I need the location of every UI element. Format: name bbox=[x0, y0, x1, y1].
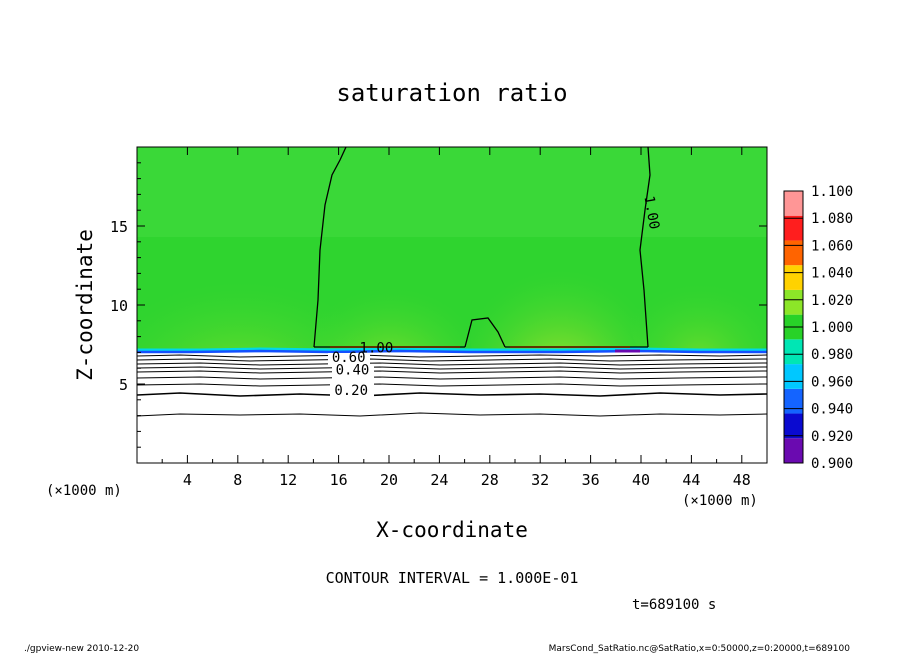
y-axis-label: Z-coordinate bbox=[73, 229, 97, 381]
y-tick-label-0: 5 bbox=[119, 376, 128, 394]
colorbar-label-6: 1.020 bbox=[811, 293, 853, 309]
x-tick-label-10: 44 bbox=[682, 471, 700, 489]
contour-0.20 bbox=[137, 392, 767, 397]
colorbar-swatch-0 bbox=[784, 438, 803, 463]
cyan-boundary bbox=[137, 347, 767, 352]
colorbar-swatch-6 bbox=[784, 289, 803, 315]
x-tick-label-6: 28 bbox=[481, 471, 499, 489]
colorbar-label-3: 0.960 bbox=[811, 374, 853, 390]
contour-label-1: 1.00 bbox=[360, 340, 394, 356]
y-axis: 5 10 15 bbox=[110, 162, 767, 448]
x-tick-label-3: 16 bbox=[330, 471, 348, 489]
x-tick-label-5: 24 bbox=[430, 471, 448, 489]
colorbar-label-7: 1.040 bbox=[811, 266, 853, 282]
footer-left: ./gpview-new 2010-12-20 bbox=[24, 644, 139, 654]
x-tick-label-7: 32 bbox=[531, 471, 549, 489]
contour-label-3: 0.40 bbox=[336, 363, 370, 379]
contour-1.00-right-column bbox=[639, 147, 651, 348]
y-tick-label-1: 10 bbox=[110, 297, 128, 315]
time-label: t=689100 s bbox=[632, 597, 716, 613]
contour-0.40 bbox=[137, 376, 767, 380]
x-tick-label-8: 36 bbox=[582, 471, 600, 489]
colorbar-swatch-10 bbox=[784, 191, 803, 216]
chart-title: saturation ratio bbox=[336, 79, 567, 107]
colorbar-label-9: 1.080 bbox=[811, 211, 853, 227]
contour-1.00-plume bbox=[464, 317, 506, 348]
x-unit-right: (×1000 m) bbox=[682, 493, 758, 509]
contour-0.80 bbox=[137, 358, 767, 362]
colorbar-swatch-2 bbox=[784, 388, 803, 414]
colorbar-swatch-1 bbox=[784, 413, 803, 439]
contour-label-2: 0.60 bbox=[332, 350, 366, 366]
contour-0.60 bbox=[137, 366, 767, 370]
contour-0.90 bbox=[137, 354, 767, 358]
colorbar-swatch-3 bbox=[784, 364, 803, 389]
plot-area bbox=[137, 147, 767, 463]
footer-right: MarsCond_SatRatio.nc@SatRatio,x=0:50000,… bbox=[549, 644, 851, 654]
x-tick-label-11: 48 bbox=[733, 471, 751, 489]
colorbar-swatch-8 bbox=[784, 240, 803, 266]
contour-interval: CONTOUR INTERVAL = 1.000E-01 bbox=[326, 569, 579, 587]
subsaturated-region bbox=[137, 352, 767, 463]
colorbar-label-4: 0.980 bbox=[811, 347, 853, 363]
contour-0.10 bbox=[137, 412, 767, 417]
x-tick-label-2: 12 bbox=[279, 471, 297, 489]
colorbar-label-0: 0.900 bbox=[811, 456, 853, 472]
x-tick-label-4: 20 bbox=[380, 471, 398, 489]
colorbar-label-1: 0.920 bbox=[811, 429, 853, 445]
x-tick-label-1: 8 bbox=[233, 471, 242, 489]
colorbar-label-10: 1.100 bbox=[811, 184, 853, 200]
contour-label-0: 1.00 bbox=[640, 195, 662, 231]
x-axis-label: X-coordinate bbox=[376, 518, 528, 542]
colorbar-swatch-4 bbox=[784, 339, 803, 365]
x-unit-left: (×1000 m) bbox=[46, 483, 122, 499]
x-tick-label-9: 40 bbox=[632, 471, 650, 489]
y-tick-label-2: 15 bbox=[110, 218, 128, 236]
colorbar-swatch-7 bbox=[784, 265, 803, 290]
contour-0.30 bbox=[137, 383, 767, 387]
colorbar-label-2: 0.940 bbox=[811, 402, 853, 418]
colorbar-swatch-9 bbox=[784, 215, 803, 241]
contour-label-4: 0.20 bbox=[334, 383, 368, 399]
contour-labels: 1.001.000.600.400.20 bbox=[332, 195, 662, 399]
contour-0.50 bbox=[137, 370, 767, 374]
contour-1.00-left-column bbox=[313, 147, 347, 348]
colorbar: 0.900 0.920 0.940 0.960 0.980 1.000 1.020 1.040… bbox=[783, 184, 853, 472]
contour-0.70 bbox=[137, 362, 767, 366]
blue-boundary bbox=[137, 349, 767, 354]
x-tick-label-0: 4 bbox=[183, 471, 192, 489]
contour-label-masks bbox=[328, 353, 374, 397]
x-axis: 4 8 12 16 20 24 28 32 36 40 44 48 bbox=[161, 147, 751, 489]
colorbar-label-8: 1.060 bbox=[811, 238, 853, 254]
upper-green-band bbox=[137, 147, 767, 237]
colorbar-label-5: 1.000 bbox=[811, 320, 853, 336]
